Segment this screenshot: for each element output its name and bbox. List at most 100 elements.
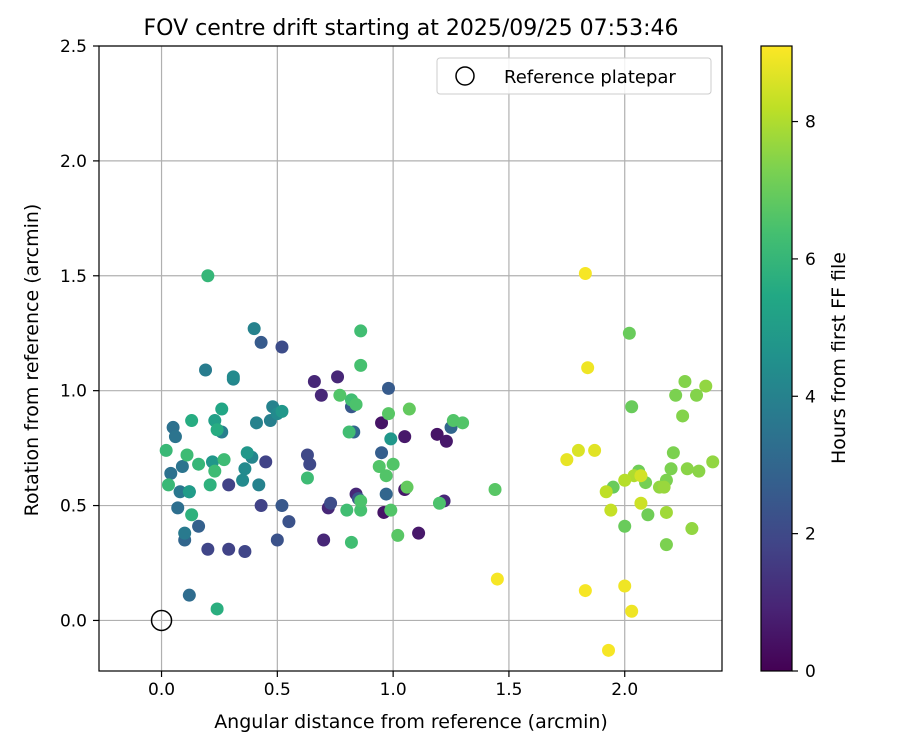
data-point	[254, 499, 268, 513]
data-point	[581, 361, 595, 375]
data-point	[666, 446, 680, 460]
data-point	[282, 515, 296, 529]
data-point	[259, 455, 273, 469]
data-point	[344, 535, 358, 549]
data-point	[210, 602, 224, 616]
data-point	[659, 538, 673, 552]
data-point	[275, 340, 289, 354]
data-point	[599, 485, 613, 499]
data-point	[641, 508, 655, 522]
data-point	[625, 604, 639, 618]
data-point	[247, 322, 261, 336]
data-point	[354, 324, 368, 338]
y-tick-label: 0.5	[60, 497, 87, 517]
grid-lines	[99, 45, 722, 671]
data-point	[175, 459, 189, 473]
data-point	[379, 487, 393, 501]
data-point	[578, 266, 592, 280]
data-point	[618, 579, 632, 593]
data-point	[201, 269, 215, 283]
data-point	[692, 464, 706, 478]
data-point	[182, 485, 196, 499]
data-point	[571, 443, 585, 457]
data-point	[384, 432, 398, 446]
colorbar: 0 2 4 6 8	[760, 45, 816, 682]
data-point	[622, 326, 636, 340]
data-point	[236, 473, 250, 487]
data-point	[192, 457, 206, 471]
data-point	[657, 480, 671, 494]
data-point	[349, 397, 363, 411]
data-point	[381, 381, 395, 395]
axes: 0.0 0.5 1.0 1.5 2.0 0.0 0.5 1.0 1.5 2.0 2.5	[60, 37, 723, 700]
data-point	[173, 485, 187, 499]
data-point	[386, 457, 400, 471]
data-point	[578, 584, 592, 598]
data-point	[588, 443, 602, 457]
data-point	[432, 496, 446, 510]
data-point	[275, 499, 289, 513]
data-point	[678, 374, 692, 388]
data-point	[439, 434, 453, 448]
data-point	[333, 388, 347, 402]
data-point	[488, 482, 502, 496]
data-point	[275, 404, 289, 418]
data-point	[199, 363, 213, 377]
data-point	[201, 542, 215, 556]
chart-title: FOV centre drift starting at 2025/09/25 …	[144, 16, 679, 41]
x-tick-label: 0.0	[148, 680, 175, 700]
data-point	[634, 496, 648, 510]
data-point	[270, 533, 284, 547]
colorbar-label: Hours from first FF file	[828, 252, 850, 464]
data-point	[680, 462, 694, 476]
data-point	[669, 388, 683, 402]
data-point	[690, 388, 704, 402]
data-point	[490, 572, 504, 586]
legend-box	[436, 57, 712, 95]
reference-marker	[150, 609, 173, 632]
data-point	[252, 478, 266, 492]
data-points	[159, 266, 720, 657]
data-point	[215, 402, 229, 416]
reference-point	[150, 609, 173, 632]
data-point	[604, 503, 618, 517]
data-point	[560, 453, 574, 467]
data-point	[164, 466, 178, 480]
data-point	[354, 358, 368, 372]
data-point	[210, 423, 224, 437]
data-point	[625, 400, 639, 414]
data-point	[372, 459, 386, 473]
data-point	[300, 471, 314, 485]
data-point	[161, 478, 175, 492]
plot-frame	[98, 45, 723, 672]
y-tick-label: 1.0	[60, 382, 87, 402]
data-point	[178, 526, 192, 540]
x-tick-label: 2.0	[611, 680, 638, 700]
data-point	[381, 407, 395, 421]
data-point	[159, 443, 173, 457]
colorbar-tick-label: 2	[805, 525, 816, 545]
data-point	[379, 469, 393, 483]
colorbar-tick-label: 4	[805, 387, 816, 407]
data-point	[222, 542, 236, 556]
data-point	[226, 370, 240, 384]
data-point	[171, 501, 185, 515]
data-point	[391, 528, 405, 542]
data-point	[342, 425, 356, 439]
y-axis-label: Rotation from reference (arcmin)	[21, 204, 43, 517]
data-point	[185, 508, 199, 522]
data-point	[238, 545, 252, 559]
data-point	[430, 427, 444, 441]
x-axis-label: Angular distance from reference (arcmin)	[214, 711, 608, 733]
x-tick-label: 1.0	[380, 680, 407, 700]
data-point	[324, 496, 338, 510]
data-point	[354, 494, 368, 508]
y-tick-label: 0.0	[60, 611, 87, 631]
data-point	[203, 478, 217, 492]
legend-label: Reference platepar	[504, 67, 676, 88]
data-point	[456, 416, 470, 430]
y-tick-label: 2.5	[60, 37, 87, 57]
x-tick-label: 1.5	[495, 680, 522, 700]
data-point	[398, 430, 412, 444]
legend-reference-marker	[455, 66, 475, 86]
